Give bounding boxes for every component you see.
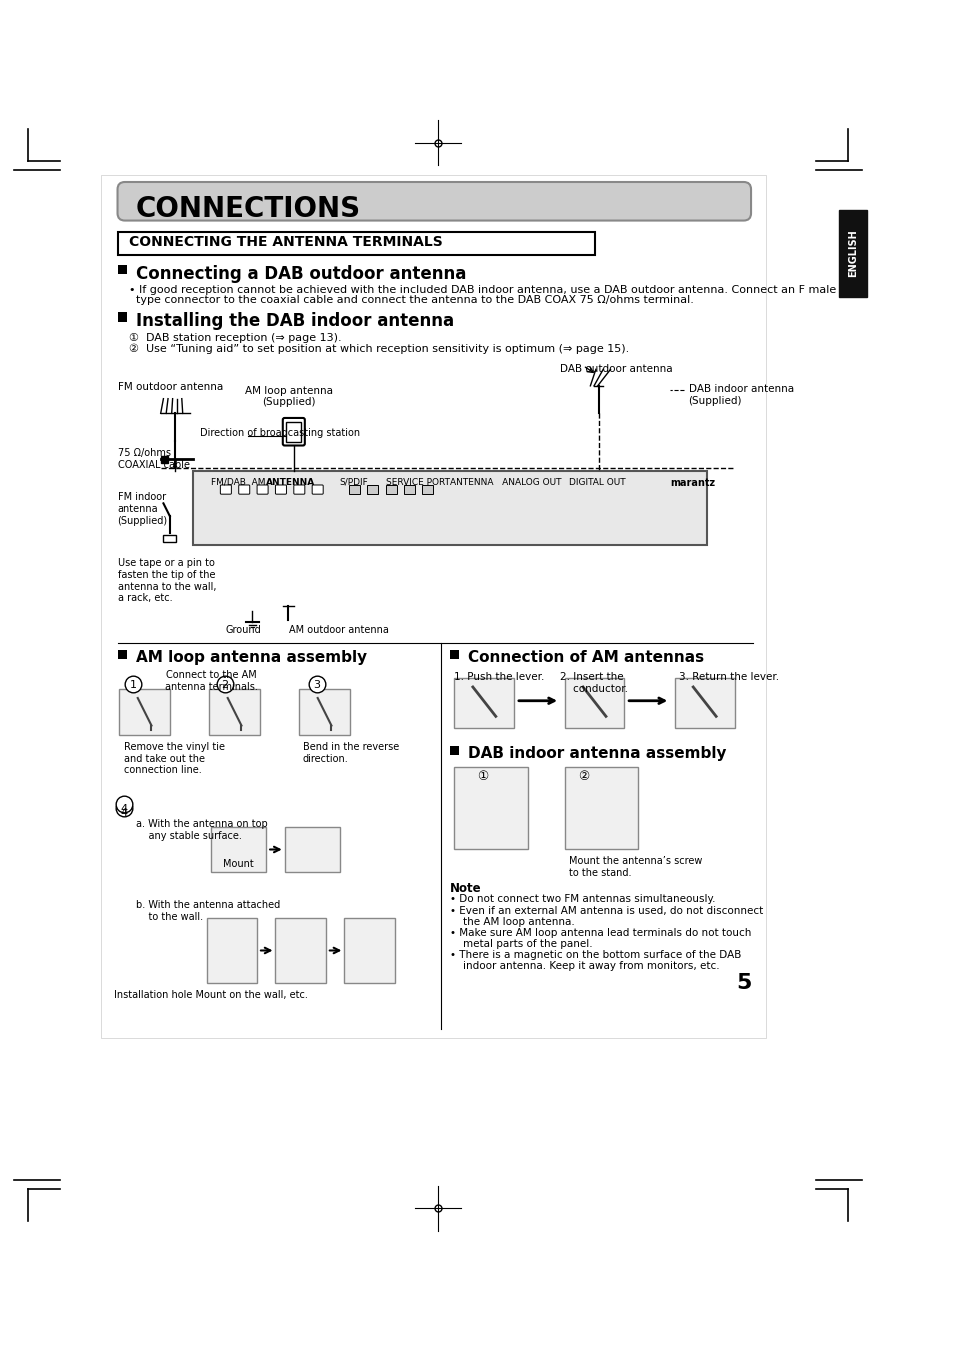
Bar [160, 455, 168, 463]
Bar [209, 689, 259, 735]
Text: 5: 5 [736, 974, 751, 993]
Text: Direction of broadcasting station: Direction of broadcasting station [200, 428, 360, 438]
FancyBboxPatch shape [220, 485, 232, 494]
Text: ANTENNA: ANTENNA [266, 478, 315, 486]
Text: 4: 4 [120, 808, 128, 819]
Text: 2. Insert the
    conductor.: 2. Insert the conductor. [559, 673, 627, 694]
Bar [385, 485, 396, 494]
Bar [275, 919, 326, 982]
Text: a. With the antenna on top
    any stable surface.: a. With the antenna on top any stable su… [135, 819, 268, 840]
Bar [117, 231, 595, 255]
Text: ①  DAB station reception (⇒ page 13).: ① DAB station reception (⇒ page 13). [129, 332, 341, 343]
Text: • If good reception cannot be achieved with the included DAB indoor antenna, use: • If good reception cannot be achieved w… [129, 285, 835, 295]
Text: 4: 4 [120, 804, 128, 813]
Bar [454, 767, 527, 850]
Text: Installing the DAB indoor antenna: Installing the DAB indoor antenna [135, 312, 454, 331]
Text: S/PDIF: S/PDIF [339, 478, 368, 486]
Bar [450, 650, 458, 659]
Bar [101, 174, 765, 1038]
Bar [211, 827, 266, 873]
Text: Mount the antenna’s screw
to the stand.: Mount the antenna’s screw to the stand. [569, 857, 702, 878]
Text: ②  Use “Tuning aid” to set position at which reception sensitivity is optimum (⇒: ② Use “Tuning aid” to set position at wh… [129, 343, 628, 354]
FancyBboxPatch shape [312, 485, 323, 494]
Text: • Do not connect two FM antennas simultaneously.: • Do not connect two FM antennas simulta… [450, 894, 715, 904]
Bar [403, 485, 415, 494]
Text: AM loop antenna
(Supplied): AM loop antenna (Supplied) [245, 386, 333, 408]
Text: Bend in the reverse
direction.: Bend in the reverse direction. [303, 742, 398, 763]
Text: Connecting a DAB outdoor antenna: Connecting a DAB outdoor antenna [135, 265, 466, 282]
Bar [286, 422, 301, 442]
Text: ENGLISH: ENGLISH [847, 228, 857, 277]
FancyBboxPatch shape [275, 485, 286, 494]
Text: DAB indoor antenna assembly: DAB indoor antenna assembly [468, 746, 726, 761]
Bar [367, 485, 378, 494]
Text: DAB indoor antenna
(Supplied): DAB indoor antenna (Supplied) [688, 384, 793, 405]
Text: indoor antenna. Keep it away from monitors, etc.: indoor antenna. Keep it away from monito… [450, 961, 719, 970]
Bar [674, 678, 734, 728]
Text: ANTENNA   ANALOG OUT: ANTENNA ANALOG OUT [450, 478, 560, 486]
Text: type connector to the coaxial cable and connect the antenna to the DAB COAX 75 Ω: type connector to the coaxial cable and … [135, 295, 693, 305]
Text: ①: ① [476, 770, 488, 782]
Text: Use tape or a pin to
fasten the tip of the
antenna to the wall,
a rack, etc.: Use tape or a pin to fasten the tip of t… [117, 558, 215, 604]
Bar [117, 265, 127, 274]
Text: 1. Push the lever.: 1. Push the lever. [454, 673, 544, 682]
Bar [299, 689, 350, 735]
Text: Remove the vinyl tie
and take out the
connection line.: Remove the vinyl tie and take out the co… [124, 742, 225, 775]
Text: SERVICE PORT: SERVICE PORT [385, 478, 449, 486]
Text: FM/DAB  AM: FM/DAB AM [211, 478, 265, 486]
Text: DIGITAL OUT: DIGITAL OUT [569, 478, 625, 486]
Text: ②: ② [578, 770, 589, 782]
FancyBboxPatch shape [256, 485, 268, 494]
Text: Ground: Ground [226, 624, 261, 635]
Bar [193, 471, 706, 544]
Bar [564, 678, 623, 728]
Bar [284, 827, 339, 873]
Bar [839, 209, 866, 297]
Text: marantz: marantz [670, 478, 715, 488]
Bar [117, 312, 127, 322]
Text: CONNECTIONS: CONNECTIONS [135, 195, 360, 223]
FancyBboxPatch shape [117, 182, 750, 220]
Bar [344, 919, 395, 982]
Text: • Even if an external AM antenna is used, do not disconnect: • Even if an external AM antenna is used… [450, 907, 762, 916]
Text: 1: 1 [130, 680, 136, 689]
Text: Connection of AM antennas: Connection of AM antennas [468, 650, 703, 665]
Text: AM loop antenna assembly: AM loop antenna assembly [135, 650, 367, 665]
Bar [422, 485, 433, 494]
Text: Connect to the AM
antenna terminals.: Connect to the AM antenna terminals. [165, 670, 257, 692]
Text: 75 Ω/ohms
COAXIAL cable: 75 Ω/ohms COAXIAL cable [117, 449, 190, 470]
Bar [207, 919, 256, 982]
Bar [564, 767, 638, 850]
Text: AM outdoor antenna: AM outdoor antenna [289, 624, 389, 635]
Text: 3. Return the lever.: 3. Return the lever. [679, 673, 779, 682]
Text: Note: Note [450, 882, 481, 894]
FancyBboxPatch shape [282, 417, 305, 446]
Bar [163, 535, 176, 542]
Text: DAB outdoor antenna: DAB outdoor antenna [559, 363, 672, 374]
Text: FM indoor
antenna
(Supplied): FM indoor antenna (Supplied) [117, 492, 168, 526]
FancyBboxPatch shape [294, 485, 305, 494]
Bar [117, 650, 127, 659]
FancyBboxPatch shape [238, 485, 250, 494]
Text: 2: 2 [221, 680, 229, 689]
Bar [454, 678, 514, 728]
Text: Installation hole Mount on the wall, etc.: Installation hole Mount on the wall, etc… [114, 990, 308, 1000]
Text: CONNECTING THE ANTENNA TERMINALS: CONNECTING THE ANTENNA TERMINALS [129, 235, 442, 249]
Text: b. With the antenna attached
    to the wall.: b. With the antenna attached to the wall… [135, 900, 280, 921]
Text: 3: 3 [313, 680, 320, 689]
Text: metal parts of the panel.: metal parts of the panel. [450, 939, 592, 948]
Text: FM outdoor antenna: FM outdoor antenna [117, 382, 223, 392]
Text: • There is a magnetic on the bottom surface of the DAB: • There is a magnetic on the bottom surf… [450, 951, 740, 961]
Bar [119, 689, 170, 735]
Bar [450, 746, 458, 755]
Bar [349, 485, 359, 494]
Text: • Make sure AM loop antenna lead terminals do not touch: • Make sure AM loop antenna lead termina… [450, 928, 750, 939]
Text: the AM loop antenna.: the AM loop antenna. [450, 916, 574, 927]
Text: Mount: Mount [223, 859, 253, 869]
